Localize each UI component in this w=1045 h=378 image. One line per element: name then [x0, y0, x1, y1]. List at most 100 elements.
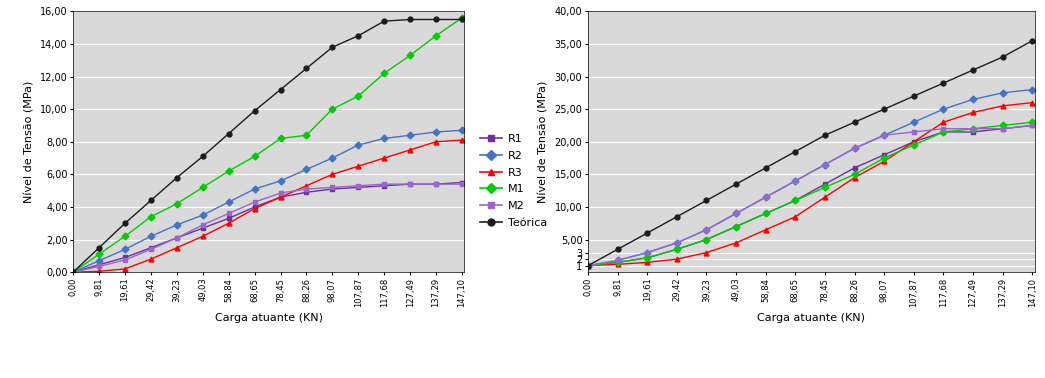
R1	[1026, 123, 1039, 128]
Teórica	[907, 94, 920, 98]
M2	[326, 185, 339, 190]
R3	[878, 159, 890, 164]
Line: R3: R3	[585, 100, 1035, 268]
R1	[818, 182, 831, 186]
Line: M1: M1	[71, 15, 464, 274]
R1	[878, 153, 890, 157]
Teórica	[170, 175, 183, 180]
M2	[729, 211, 742, 216]
Teórica	[300, 66, 312, 71]
M1	[378, 71, 391, 76]
R3	[326, 172, 339, 177]
R2	[937, 107, 950, 112]
R3	[671, 257, 683, 262]
R1	[729, 224, 742, 229]
R1	[403, 182, 416, 186]
R3	[937, 120, 950, 124]
R1	[641, 256, 653, 260]
R1	[119, 255, 132, 260]
R2	[378, 136, 391, 141]
R1	[429, 182, 442, 186]
R1	[967, 130, 979, 134]
R1	[170, 235, 183, 240]
R3	[967, 110, 979, 115]
R1	[671, 247, 683, 252]
Teórica	[582, 263, 595, 268]
Line: M2: M2	[71, 182, 464, 274]
M1	[429, 34, 442, 38]
R2	[611, 258, 624, 263]
R1	[456, 180, 468, 185]
Legend: R1, R2, R3, M1, M2, Teórica: R1, R2, R3, M1, M2, Teórica	[475, 130, 552, 232]
R2	[352, 143, 365, 147]
Teórica	[67, 270, 79, 274]
Teórica	[1026, 39, 1039, 43]
Teórica	[326, 45, 339, 50]
M1	[144, 214, 157, 219]
M2	[967, 127, 979, 131]
Teórica	[611, 247, 624, 252]
R2	[789, 179, 802, 183]
Teórica	[249, 108, 261, 113]
R2	[223, 200, 235, 204]
M2	[997, 127, 1009, 131]
R3	[249, 206, 261, 211]
R2	[326, 156, 339, 160]
Teórica	[700, 198, 713, 203]
R3	[760, 228, 772, 232]
M1	[760, 211, 772, 216]
R1	[937, 130, 950, 134]
R1	[760, 211, 772, 216]
R2	[93, 259, 106, 263]
R2	[170, 223, 183, 227]
Line: R1: R1	[71, 180, 464, 274]
M2	[789, 179, 802, 183]
Teórica	[223, 131, 235, 136]
M2	[170, 235, 183, 240]
M1	[878, 156, 890, 160]
R1	[352, 185, 365, 190]
R1	[611, 260, 624, 265]
M1	[249, 154, 261, 159]
M1	[196, 185, 209, 190]
R1	[378, 183, 391, 188]
R2	[249, 187, 261, 191]
R3	[378, 156, 391, 160]
M1	[67, 270, 79, 274]
X-axis label: Carga atuante (KN): Carga atuante (KN)	[758, 313, 865, 322]
R3	[274, 195, 286, 200]
M1	[300, 133, 312, 138]
Teórica	[997, 55, 1009, 59]
M2	[907, 130, 920, 134]
R3	[67, 270, 79, 274]
M1	[326, 107, 339, 112]
M1	[170, 201, 183, 206]
M1	[119, 234, 132, 239]
Line: R2: R2	[585, 87, 1035, 268]
Teórica	[789, 149, 802, 154]
M1	[641, 256, 653, 260]
R3	[818, 195, 831, 200]
R3	[119, 266, 132, 271]
R3	[144, 257, 157, 262]
M1	[403, 53, 416, 57]
R1	[700, 237, 713, 242]
M1	[671, 247, 683, 252]
M1	[352, 94, 365, 98]
R2	[760, 195, 772, 200]
R1	[907, 139, 920, 144]
M1	[907, 143, 920, 147]
M1	[729, 224, 742, 229]
R2	[582, 263, 595, 268]
M2	[818, 162, 831, 167]
R2	[429, 130, 442, 134]
R3	[429, 139, 442, 144]
Line: Teórica: Teórica	[71, 17, 464, 274]
Line: Teórica: Teórica	[585, 38, 1035, 268]
M2	[671, 240, 683, 245]
Teórica	[93, 245, 106, 250]
R2	[818, 162, 831, 167]
R3	[907, 139, 920, 144]
R2	[907, 120, 920, 124]
M2	[700, 228, 713, 232]
